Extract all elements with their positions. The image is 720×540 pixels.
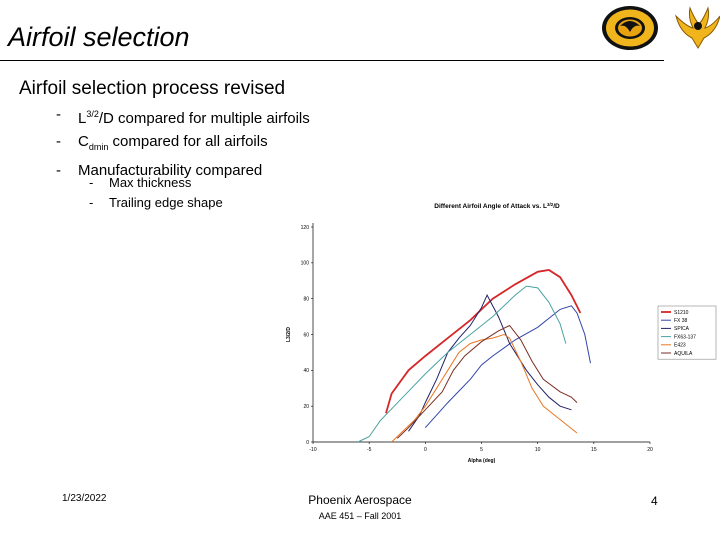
series-line-aquila: [396, 324, 578, 439]
legend-label: AQUILA: [674, 351, 693, 357]
x-tick-label: -5: [367, 447, 372, 453]
series-line-s1210: [385, 269, 582, 414]
y-tick-label: 60: [303, 332, 309, 338]
title-divider: [0, 60, 664, 61]
x-tick-label: 20: [647, 447, 653, 453]
y-tick-label: 120: [301, 225, 310, 231]
bullet-list: L3/2/D compared for multiple airfoils Cd…: [56, 103, 310, 182]
legend-label: S1210: [674, 310, 689, 316]
y-tick-label: 20: [303, 404, 309, 410]
y-tick-label: 80: [303, 296, 309, 302]
footer-center: Phoenix Aerospace AAE 451 – Fall 2001: [290, 493, 430, 521]
x-tick-label: -10: [309, 447, 316, 453]
x-tick-label: 15: [591, 447, 597, 453]
legend-label: FX 38: [674, 318, 688, 324]
team-logos: [602, 6, 720, 50]
y-tick-label: 40: [303, 368, 309, 374]
sub-bullet-item: Max thickness: [89, 173, 223, 193]
legend-label: FX63-137: [674, 334, 696, 340]
series-line-e423: [391, 333, 578, 443]
chart-title: Different Airfoil Angle of Attack vs. L3…: [434, 202, 560, 211]
series-line-fx63-137: [357, 285, 567, 443]
footer-company: Phoenix Aerospace: [308, 493, 412, 507]
legend-box: [657, 305, 717, 360]
bullet-item: Cdmin compared for all airfoils: [56, 130, 310, 159]
series-line-fx-38: [424, 305, 591, 429]
x-tick-label: 0: [424, 447, 427, 453]
sub-bullet-list: Max thickness Trailing edge shape: [89, 173, 223, 213]
bullet-item: L3/2/D compared for multiple airfoils: [56, 103, 310, 130]
legend-label: SPICA: [674, 326, 690, 332]
footer-date: 1/23/2022: [62, 493, 107, 504]
x-axis-label: Alpha (deg): [468, 458, 496, 464]
phoenix-bird-logo-icon: [675, 6, 720, 49]
x-tick-label: 10: [535, 447, 541, 453]
series-line-spica: [408, 293, 572, 432]
y-tick-label: 0: [306, 440, 309, 446]
airfoil-chart: Different Airfoil Angle of Attack vs. L3…: [286, 202, 717, 464]
phoenix-aerospace-seal-icon: [602, 6, 658, 50]
x-tick-label: 5: [480, 447, 483, 453]
section-heading: Airfoil selection process revised: [19, 78, 286, 99]
y-tick-label: 100: [301, 261, 310, 267]
page-number: 4: [651, 494, 658, 508]
slide-title: Airfoil selection: [8, 22, 190, 52]
footer-course: AAE 451 – Fall 2001: [318, 511, 402, 521]
sub-bullet-item: Trailing edge shape: [89, 193, 223, 213]
legend-label: E423: [674, 343, 686, 349]
y-axis-label: L3/2/D: [286, 327, 292, 342]
